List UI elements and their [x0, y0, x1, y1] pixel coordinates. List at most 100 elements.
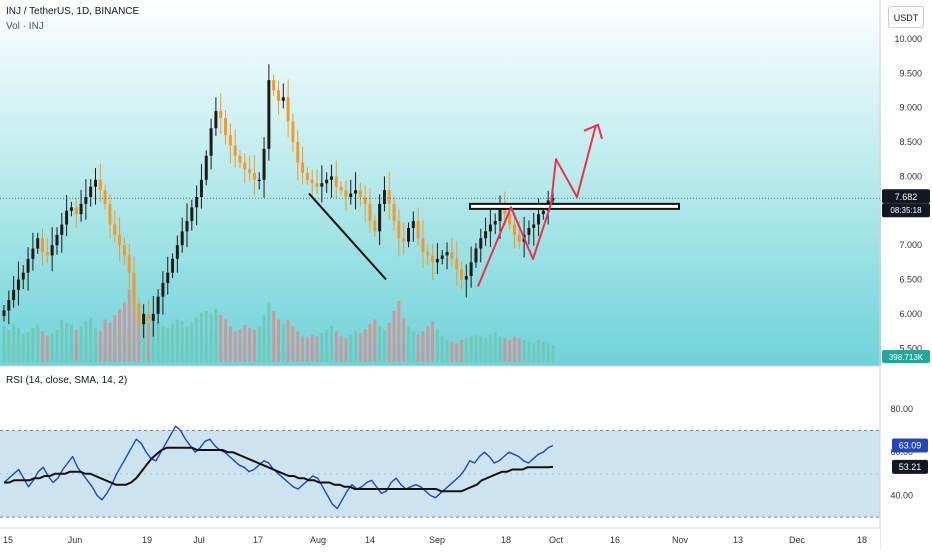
- candle-body: [69, 207, 73, 211]
- volume-bar: [26, 332, 30, 362]
- candle-body: [108, 203, 112, 225]
- candle-body: [7, 300, 11, 311]
- volume-bar: [546, 343, 550, 362]
- candle-body: [339, 186, 343, 191]
- volume-bar: [209, 314, 213, 362]
- candle-body: [358, 190, 362, 197]
- volume-bar: [166, 328, 170, 362]
- candle-body: [224, 117, 228, 136]
- currency-unit-button[interactable]: USDT: [888, 6, 924, 28]
- volume-bar: [512, 336, 516, 362]
- volume-bar: [185, 326, 189, 362]
- volume-bar: [65, 322, 69, 362]
- candle-body: [469, 262, 473, 277]
- candle-body: [460, 269, 463, 280]
- candle-body: [175, 245, 179, 259]
- projection-path: [477, 124, 597, 287]
- volume-bar: [238, 329, 242, 362]
- time-tick-label: 15: [3, 535, 13, 545]
- volume-bar: [267, 302, 271, 362]
- candle-body: [21, 272, 25, 280]
- volume-bar: [445, 339, 449, 362]
- candle-body: [214, 111, 218, 129]
- volume-bar: [257, 326, 261, 362]
- volume-bar: [69, 324, 73, 362]
- volume-bar: [421, 331, 425, 362]
- candle-body: [41, 238, 45, 252]
- candle-body: [445, 252, 449, 256]
- candle-body: [291, 121, 295, 142]
- rsi-tick-label: 80.00: [890, 404, 913, 414]
- countdown-value: 08:35:18: [890, 206, 922, 215]
- volume-bar: [431, 321, 435, 362]
- volume-bar: [224, 319, 228, 362]
- volume-bar: [484, 338, 488, 362]
- resistance-box: [469, 202, 680, 210]
- volume-bar: [503, 338, 507, 362]
- time-tick-label: 16: [610, 535, 620, 545]
- candle-body: [195, 197, 199, 208]
- volume-bar: [411, 331, 415, 362]
- volume-bar: [199, 312, 203, 362]
- volume-bar: [378, 326, 382, 362]
- volume-bar: [358, 333, 362, 362]
- volume-bar: [296, 331, 300, 362]
- volume-bar: [89, 317, 93, 362]
- candle-body: [113, 224, 117, 235]
- rsi-sma-line: [4, 446, 554, 493]
- volume-bar: [416, 334, 420, 362]
- candle-body: [180, 231, 184, 246]
- volume-indicator-label: Vol · INJ: [6, 21, 44, 32]
- candle-body: [421, 238, 425, 252]
- candle-body: [171, 258, 175, 273]
- candle-body: [382, 190, 386, 204]
- volume-bar: [435, 329, 439, 362]
- price-tick-label: 6.500: [899, 275, 922, 285]
- candle-body: [74, 207, 78, 215]
- candle-body: [363, 197, 367, 204]
- candle-body: [488, 224, 492, 232]
- volume-bar: [171, 323, 175, 362]
- volume-bar: [315, 336, 319, 362]
- candle-body: [344, 190, 348, 197]
- candle-body: [89, 186, 93, 197]
- rsi-line: [3, 425, 554, 510]
- candle-body: [228, 135, 232, 146]
- candle-body: [137, 303, 141, 325]
- volume-bar: [551, 345, 555, 362]
- candle-body: [65, 210, 69, 225]
- volume-bar: [537, 339, 541, 362]
- candle-body: [2, 310, 6, 316]
- volume-bar: [55, 329, 59, 362]
- volume-bar: [122, 302, 126, 362]
- rsi-sma-tag: [892, 459, 928, 474]
- price-tick-label: 6.000: [899, 309, 922, 319]
- volume-bar: [118, 309, 122, 362]
- candle-body: [79, 203, 83, 215]
- volume-bar: [12, 323, 16, 362]
- price-axis-background: [881, 0, 932, 550]
- volume-bar: [488, 334, 492, 362]
- volume-bar: [527, 341, 531, 362]
- candle-body: [262, 148, 266, 180]
- volume-bar: [325, 329, 329, 362]
- candle-body: [387, 190, 391, 204]
- time-tick-label: Dec: [789, 535, 806, 545]
- candle-body: [503, 207, 507, 215]
- volume-bar: [204, 311, 208, 362]
- time-tick-label: 18: [501, 535, 511, 545]
- time-tick-label: 17: [253, 535, 263, 545]
- volume-bar: [450, 341, 454, 362]
- volume-bar: [243, 324, 247, 362]
- candle-body: [243, 162, 247, 170]
- candle-body: [267, 80, 271, 149]
- trend-line: [308, 192, 387, 281]
- candle-body: [132, 272, 136, 304]
- candle-body: [407, 227, 411, 242]
- candle-body: [60, 224, 64, 235]
- volume-bar: [474, 334, 478, 362]
- volume-bar: [103, 319, 107, 362]
- volume-bar: [532, 343, 536, 362]
